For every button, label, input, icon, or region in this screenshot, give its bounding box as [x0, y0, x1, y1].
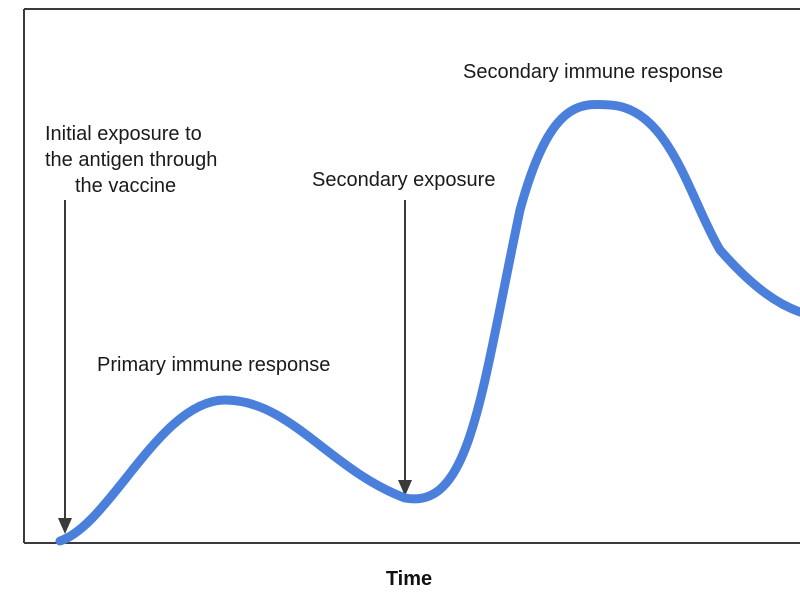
secondary-exposure-label: Secondary exposure	[312, 169, 495, 191]
secondary-exposure-arrow	[398, 200, 412, 496]
initial-exposure-label: Initial exposure to the antigen through …	[45, 123, 223, 197]
initial-exposure-line-2: the antigen through	[45, 149, 217, 171]
initial-exposure-line-3: the vaccine	[75, 175, 176, 197]
antibody-response-curve	[55, 99, 800, 546]
initial-exposure-arrow	[58, 200, 72, 534]
primary-response-label: Primary immune response	[97, 354, 330, 376]
secondary-response-label: Secondary immune response	[463, 61, 723, 83]
x-axis-label: Time	[386, 568, 432, 590]
initial-exposure-line-1: Initial exposure to	[45, 123, 202, 145]
